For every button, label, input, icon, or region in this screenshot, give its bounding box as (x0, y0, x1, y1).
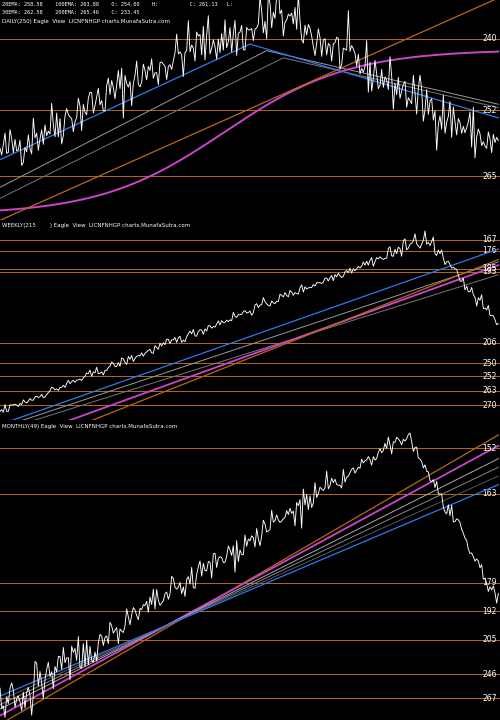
Text: 192: 192 (482, 607, 496, 616)
Text: DAILY(250) Eagle  View  LICNFNHGP charts.MunafaSutra.com: DAILY(250) Eagle View LICNFNHGP charts.M… (2, 19, 170, 24)
Text: 30EMA: 262.58    200EMA: 265.46    C: 233.45: 30EMA: 262.58 200EMA: 265.46 C: 233.45 (2, 10, 139, 15)
Text: 20EMA: 258.58    100EMA: 263.88    O: 254.00    H:          C: 261.13   L:: 20EMA: 258.58 100EMA: 263.88 O: 254.00 H… (2, 1, 233, 6)
Text: 265: 265 (482, 172, 496, 181)
Text: 176: 176 (482, 246, 496, 256)
Text: 167: 167 (482, 235, 496, 244)
Text: 205: 205 (482, 635, 496, 644)
Text: 252: 252 (482, 372, 496, 381)
Text: 152: 152 (482, 444, 496, 453)
Text: MONTHLY(49) Eagle  View  LICNFNHGP charts.MunafaSutra.com: MONTHLY(49) Eagle View LICNFNHGP charts.… (2, 424, 177, 429)
Text: 246: 246 (482, 670, 496, 679)
Text: WEEKLY(215        ) Eagle  View  LICNFNHGP charts.MunafaSutra.com: WEEKLY(215 ) Eagle View LICNFNHGP charts… (2, 222, 190, 228)
Text: 206: 206 (482, 338, 496, 347)
Text: 185: 185 (482, 264, 496, 273)
Text: 250: 250 (482, 359, 496, 368)
Text: 263: 263 (482, 387, 496, 395)
Text: 267: 267 (482, 694, 496, 703)
Text: 163: 163 (482, 489, 496, 498)
Text: 270: 270 (482, 401, 496, 410)
Text: 240: 240 (482, 34, 496, 43)
Text: 193: 193 (482, 267, 496, 276)
Text: 179: 179 (482, 578, 496, 588)
Text: 252: 252 (482, 106, 496, 114)
